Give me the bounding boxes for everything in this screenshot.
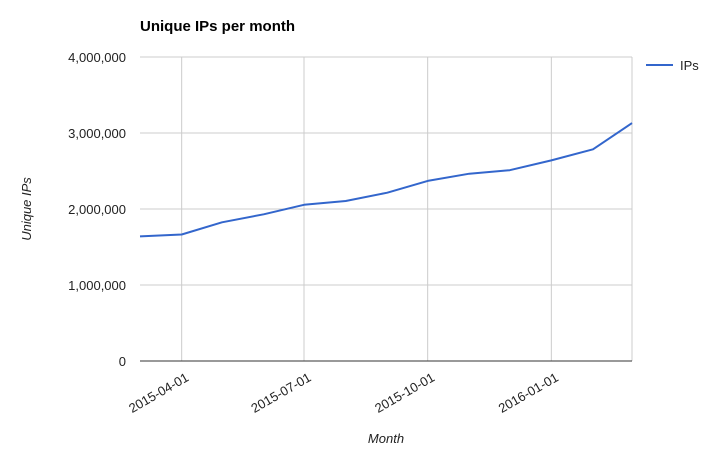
x-tick-label: 2016-01-01: [496, 370, 561, 416]
chart-title: Unique IPs per month: [140, 18, 295, 35]
x-axis-ticks: 2015-04-01 2015-07-01 2015-10-01 2016-01-01: [126, 370, 561, 416]
legend-label: IPs: [680, 58, 699, 73]
x-axis-title: Month: [368, 431, 404, 446]
y-tick-label: 2,000,000: [68, 202, 126, 217]
series-layer: [139, 122, 633, 238]
grid: [140, 56, 633, 361]
series-line-ips: [139, 122, 633, 238]
y-tick-label: 0: [119, 354, 126, 369]
y-tick-label: 4,000,000: [68, 50, 126, 65]
y-axis-ticks: 0 1,000,000 2,000,000 3,000,000 4,000,000: [68, 50, 126, 369]
y-tick-label: 1,000,000: [68, 278, 126, 293]
x-tick-label: 2015-04-01: [126, 370, 191, 416]
y-tick-label: 3,000,000: [68, 126, 126, 141]
x-tick-label: 2015-07-01: [248, 370, 313, 416]
x-tick-label: 2015-10-01: [372, 370, 437, 416]
legend[interactable]: IPs: [646, 58, 699, 73]
y-axis-title: Unique IPs: [19, 177, 34, 241]
